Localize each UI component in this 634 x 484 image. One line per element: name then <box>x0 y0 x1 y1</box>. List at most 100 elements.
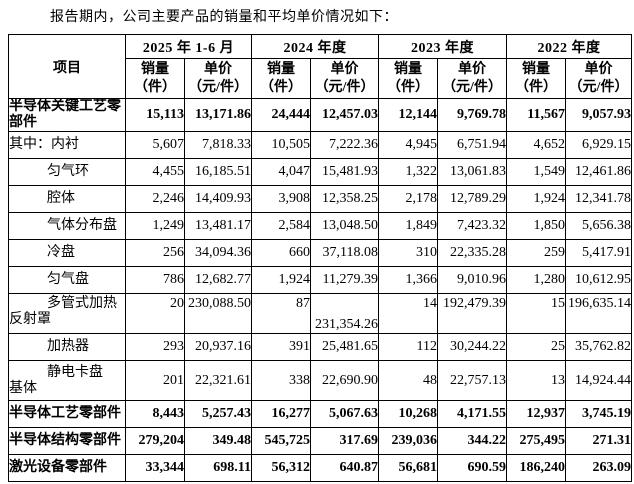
value-cell: 10,612.95 <box>565 266 633 294</box>
value-cell: 20,937.16 <box>183 333 253 361</box>
row-label: 半导体工艺零部件 <box>8 400 126 428</box>
table-row-gas-ring: 匀气环 4,455 16,185.51 4,047 15,481.93 1,32… <box>8 158 633 186</box>
column-header-2023: 2023 年度 <box>378 34 508 59</box>
value-cell: 7,222.36 <box>310 131 380 159</box>
value-cell: 275,495 <box>506 427 567 455</box>
value-cell: 196,635.14 <box>565 293 633 334</box>
row-label: 腔体 <box>8 185 126 213</box>
value-cell: 2,246 <box>125 185 185 213</box>
value-cell: 231,354.26 <box>310 293 380 334</box>
value-cell: 37,118.08 <box>310 239 380 267</box>
value-cell: 112 <box>378 333 439 361</box>
value-cell: 4,455 <box>125 158 185 186</box>
value-cell: 15,481.93 <box>310 158 380 186</box>
value-cell: 5,417.91 <box>565 239 633 267</box>
value-cell: 22,321.61 <box>183 360 253 401</box>
value-cell: 24,444 <box>251 98 312 132</box>
value-cell: 34,094.36 <box>183 239 253 267</box>
value-cell: 2,178 <box>378 185 439 213</box>
table-row-semiconductor-process-parts: 半导体工艺零部件 8,443 5,257.43 16,277 5,067.63 … <box>8 400 633 428</box>
value-cell: 87 <box>251 293 312 334</box>
value-cell: 9,769.78 <box>437 98 508 132</box>
value-cell: 1,366 <box>378 266 439 294</box>
value-cell: 338 <box>251 360 312 401</box>
value-cell: 1,924 <box>251 266 312 294</box>
value-cell: 1,924 <box>506 185 567 213</box>
value-cell: 22,757.13 <box>437 360 508 401</box>
value-cell: 11,567 <box>506 98 567 132</box>
value-cell: 9,010.96 <box>437 266 508 294</box>
value-cell: 56,312 <box>251 454 312 482</box>
value-cell: 33,344 <box>125 454 185 482</box>
table-row-inner-liner: 其中：内衬 5,607 7,818.33 10,505 7,222.36 4,9… <box>8 131 633 159</box>
value-cell: 271.31 <box>565 427 633 455</box>
row-label: 多管式加热 反射罩 <box>8 293 126 334</box>
column-header-volume-2022: 销量 （件） <box>506 58 567 99</box>
value-cell: 1,849 <box>378 212 439 240</box>
value-cell: 13,048.50 <box>310 212 380 240</box>
value-cell: 22,690.90 <box>310 360 380 401</box>
column-header-price-2023: 单价 （元/件） <box>437 58 508 99</box>
value-cell: 13,171.86 <box>183 98 253 132</box>
column-header-2024: 2024 年度 <box>251 34 380 59</box>
value-cell: 4,652 <box>506 131 567 159</box>
value-cell: 230,088.50 <box>183 293 253 334</box>
table-header-periods: 项目 2025 年 1-6 月 2024 年度 2023 年度 2022 年度 <box>8 34 633 99</box>
value-cell: 5,656.38 <box>565 212 633 240</box>
value-cell: 11,279.39 <box>310 266 380 294</box>
table-row-gas-distribution-plate: 气体分布盘 1,249 13,481.17 2,584 13,048.50 1,… <box>8 212 633 240</box>
value-cell: 35,762.82 <box>565 333 633 361</box>
value-cell: 5,607 <box>125 131 185 159</box>
page-title: 报告期内，公司主要产品的销量和平均单价情况如下： <box>50 10 398 25</box>
value-cell: 698.11 <box>183 454 253 482</box>
value-cell: 12,937 <box>506 400 567 428</box>
value-cell: 14,409.93 <box>183 185 253 213</box>
table-row-cold-plate: 冷盘 256 34,094.36 660 37,118.08 310 22,33… <box>8 239 633 267</box>
value-cell: 192,479.39 <box>437 293 508 334</box>
value-cell: 239,036 <box>378 427 439 455</box>
value-cell: 56,681 <box>378 454 439 482</box>
value-cell: 13,481.17 <box>183 212 253 240</box>
value-cell: 30,244.22 <box>437 333 508 361</box>
row-label: 半导体关键工艺零 部件 <box>8 98 126 132</box>
row-label: 匀气环 <box>8 158 126 186</box>
sales-price-table: 项目 2025 年 1-6 月 2024 年度 2023 年度 2022 年度 … <box>8 34 633 482</box>
row-label: 气体分布盘 <box>8 212 126 240</box>
value-cell: 25 <box>506 333 567 361</box>
column-header-2022: 2022 年度 <box>506 34 633 59</box>
table-row-semiconductor-key-process-parts: 半导体关键工艺零 部件 15,113 13,171.86 24,444 12,4… <box>8 98 633 132</box>
table-header-measures: 销量 （件） 单价 （元/件） 销量 （件） 单价 （元/件） 销量 （件） 单… <box>9 58 633 99</box>
value-cell: 2,584 <box>251 212 312 240</box>
column-header-volume-2025: 销量 （件） <box>125 58 185 99</box>
value-cell: 349.48 <box>183 427 253 455</box>
value-cell: 7,818.33 <box>183 131 253 159</box>
column-header-item: 项目 <box>8 34 126 99</box>
value-cell: 186,240 <box>506 454 567 482</box>
value-cell: 293 <box>125 333 185 361</box>
value-cell: 263.09 <box>565 454 633 482</box>
value-cell: 5,257.43 <box>183 400 253 428</box>
value-cell: 15 <box>506 293 567 334</box>
value-cell: 22,335.28 <box>437 239 508 267</box>
column-header-volume-2023: 销量 （件） <box>378 58 439 99</box>
value-cell: 14 <box>378 293 439 334</box>
value-cell: 12,682.77 <box>183 266 253 294</box>
value-cell: 10,505 <box>251 131 312 159</box>
value-cell: 12,457.03 <box>310 98 380 132</box>
value-cell: 5,067.63 <box>310 400 380 428</box>
row-label: 匀气盘 <box>8 266 126 294</box>
table-row-semiconductor-structural-parts: 半导体结构零部件 279,204 349.48 545,725 317.69 2… <box>8 427 633 455</box>
table-row-chamber: 腔体 2,246 14,409.93 3,908 12,358.25 2,178… <box>8 185 633 213</box>
value-cell: 6,751.94 <box>437 131 508 159</box>
value-cell: 48 <box>378 360 439 401</box>
value-cell: 16,277 <box>251 400 312 428</box>
value-cell: 1,850 <box>506 212 567 240</box>
value-cell: 16,185.51 <box>183 158 253 186</box>
value-cell: 12,144 <box>378 98 439 132</box>
value-cell: 279,204 <box>125 427 185 455</box>
row-label: 静电卡盘 基体 <box>8 360 126 401</box>
value-cell: 15,113 <box>125 98 185 132</box>
value-cell: 3,745.19 <box>565 400 633 428</box>
value-cell: 3,908 <box>251 185 312 213</box>
column-header-price-2024: 单价 （元/件） <box>310 58 380 99</box>
